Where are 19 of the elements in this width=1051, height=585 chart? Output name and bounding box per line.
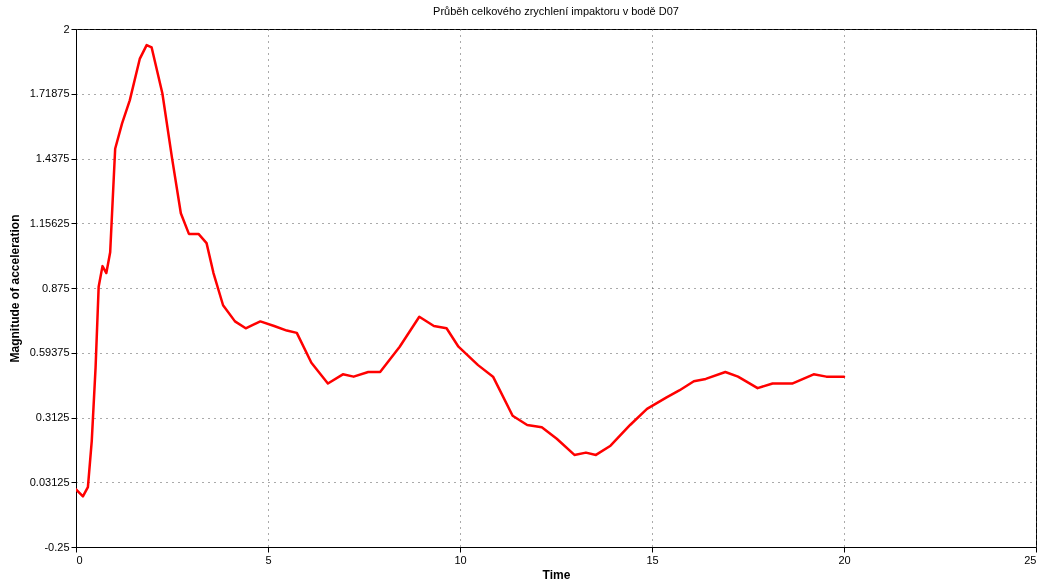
y-tick-label: 0.3125	[35, 411, 70, 423]
x-tick-label: 20	[838, 553, 851, 566]
x-tick-label: 5	[265, 553, 272, 566]
y-tick-label: 1.4375	[35, 152, 70, 164]
y-tick-label: 1.15625	[29, 216, 70, 229]
y-tick-label: 1.71875	[29, 87, 70, 100]
x-axis-title: Time	[542, 567, 571, 582]
line-series	[76, 43, 846, 498]
chart-title: Průběh celkového zrychlení impaktoru v bodě D07	[433, 5, 679, 17]
x-tick-label: 10	[454, 553, 467, 566]
x-tick-label: 25	[1024, 553, 1037, 566]
y-tick-label: 2	[63, 22, 70, 35]
y-axis-title: Magnitude of acceleration	[7, 214, 22, 363]
x-tick-label: 15	[646, 553, 659, 566]
y-tick-label: 0.875	[41, 281, 70, 294]
x-tick-label: 0	[76, 553, 83, 566]
y-tick-label: 0.03125	[29, 475, 70, 488]
y-tick-label: -0.25	[44, 540, 70, 553]
y-tick-label: 0.59375	[29, 346, 70, 359]
